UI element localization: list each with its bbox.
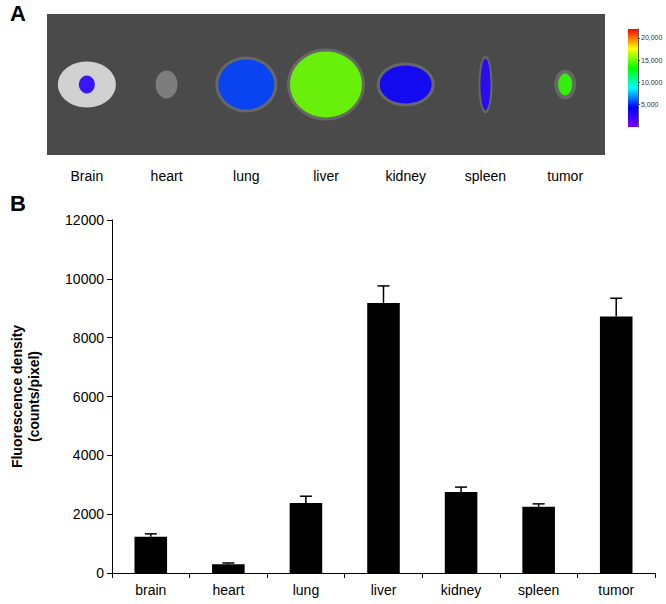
svg-text:spleen: spleen: [465, 168, 506, 184]
svg-text:kidney: kidney: [441, 582, 481, 598]
svg-text:10,000: 10,000: [641, 79, 663, 86]
svg-text:15,000: 15,000: [641, 57, 663, 64]
svg-text:Brain: Brain: [71, 168, 104, 184]
svg-text:20,000: 20,000: [641, 34, 663, 41]
svg-text:lung: lung: [233, 168, 259, 184]
svg-text:lung: lung: [293, 582, 319, 598]
svg-text:2000: 2000: [73, 506, 104, 522]
svg-text:heart: heart: [151, 168, 183, 184]
svg-text:tumor: tumor: [547, 168, 583, 184]
svg-text:A: A: [10, 1, 26, 26]
svg-text:tumor: tumor: [598, 582, 634, 598]
svg-text:Fluorescence density: Fluorescence density: [9, 325, 25, 468]
svg-text:0: 0: [96, 565, 104, 581]
svg-text:B: B: [10, 191, 26, 216]
svg-text:spleen: spleen: [518, 582, 559, 598]
svg-text:6000: 6000: [73, 389, 104, 405]
svg-text:liver: liver: [313, 168, 339, 184]
svg-text:kidney: kidney: [385, 168, 425, 184]
svg-text:4000: 4000: [73, 447, 104, 463]
svg-text:12000: 12000: [65, 212, 104, 228]
svg-text:brain: brain: [135, 582, 166, 598]
svg-text:(counts/pixel): (counts/pixel): [26, 351, 42, 442]
svg-text:8000: 8000: [73, 330, 104, 346]
svg-text:10000: 10000: [65, 271, 104, 287]
svg-text:5,000: 5,000: [641, 101, 659, 108]
svg-text:liver: liver: [371, 582, 397, 598]
svg-text:heart: heart: [212, 582, 244, 598]
